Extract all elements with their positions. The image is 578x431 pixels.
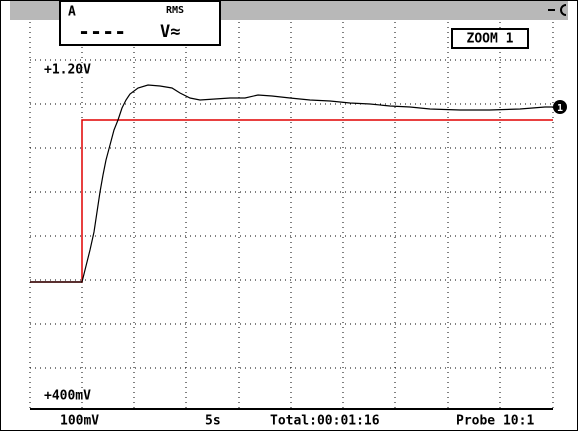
bottom-label: +400mV [44,389,91,404]
grid [29,22,554,408]
unit: V≈ [160,22,180,42]
zoom-box [451,28,529,49]
signal-trace [30,84,553,283]
total-time: Total:00:01:16 [270,414,380,429]
time-base: 5s [205,414,221,429]
scale: 100mV [60,414,99,429]
marker-label: 1 [557,103,563,114]
probe: Probe 10:1 [456,414,534,429]
zoom: ZOOM 1 [467,32,514,47]
channel: A [68,5,76,20]
reading: ---- [78,20,126,44]
trace-marker [553,100,567,114]
plug-icon [548,4,567,16]
reading-box [59,0,221,46]
top-label: +1.20V [44,63,91,78]
mode: RMS [166,5,184,16]
